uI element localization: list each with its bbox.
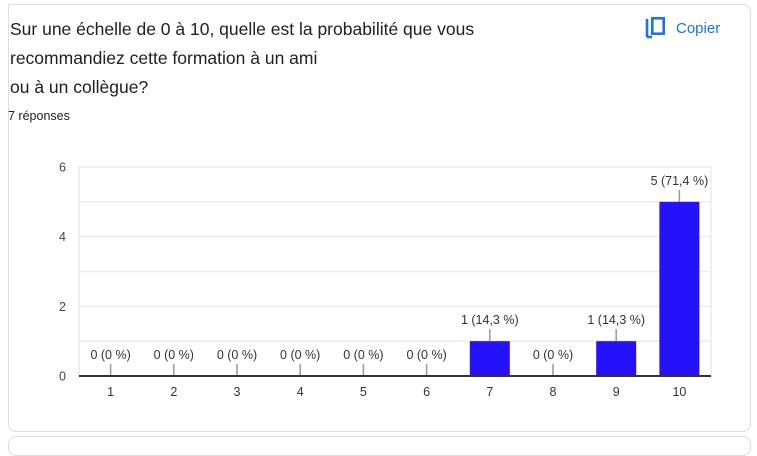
copy-label: Copier — [676, 19, 721, 37]
y-tick-label: 4 — [59, 230, 66, 244]
x-tick-label: 4 — [297, 385, 304, 399]
data-label: 0 (0 %) — [154, 348, 194, 362]
bar-7[interactable] — [469, 341, 510, 376]
data-label: 0 (0 %) — [217, 348, 257, 362]
data-label: 0 (0 %) — [533, 348, 573, 362]
y-tick-label: 6 — [59, 161, 66, 175]
data-label: 0 (0 %) — [406, 348, 446, 362]
data-label: 1 (14,3 %) — [587, 313, 645, 327]
question-title: Sur une échelle de 0 à 10, quelle est la… — [10, 19, 475, 97]
bar-9[interactable] — [596, 341, 637, 376]
x-tick-label: 2 — [170, 385, 177, 399]
bar-10[interactable] — [659, 201, 700, 376]
copy-icon — [644, 16, 666, 40]
bar-chart: 0 2 4 6 0 (0 %) 1 0 (0 %) 2 0 (0 %) 3 0 (0 %) 4 0 (0… — [59, 161, 712, 399]
x-tick-label: 10 — [672, 385, 686, 399]
data-label: 0 (0 %) — [90, 348, 130, 362]
x-tick-label: 3 — [234, 385, 241, 399]
data-label: 0 (0 %) — [280, 348, 320, 362]
data-label: 0 (0 %) — [343, 348, 383, 362]
response-count: 7 réponses — [8, 109, 70, 123]
x-tick-label: 5 — [360, 385, 367, 399]
x-tick-label: 8 — [550, 385, 557, 399]
data-label: 5 (71,4 %) — [651, 174, 709, 188]
y-tick-label: 2 — [59, 300, 66, 314]
x-tick-label: 1 — [107, 385, 114, 399]
x-tick-label: 6 — [423, 385, 430, 399]
x-tick-label: 9 — [613, 385, 620, 399]
y-tick-label: 0 — [59, 370, 66, 384]
x-tick-label: 7 — [486, 385, 493, 399]
data-label: 1 (14,3 %) — [461, 313, 519, 327]
copy-chart-button[interactable]: Copier — [644, 14, 720, 42]
